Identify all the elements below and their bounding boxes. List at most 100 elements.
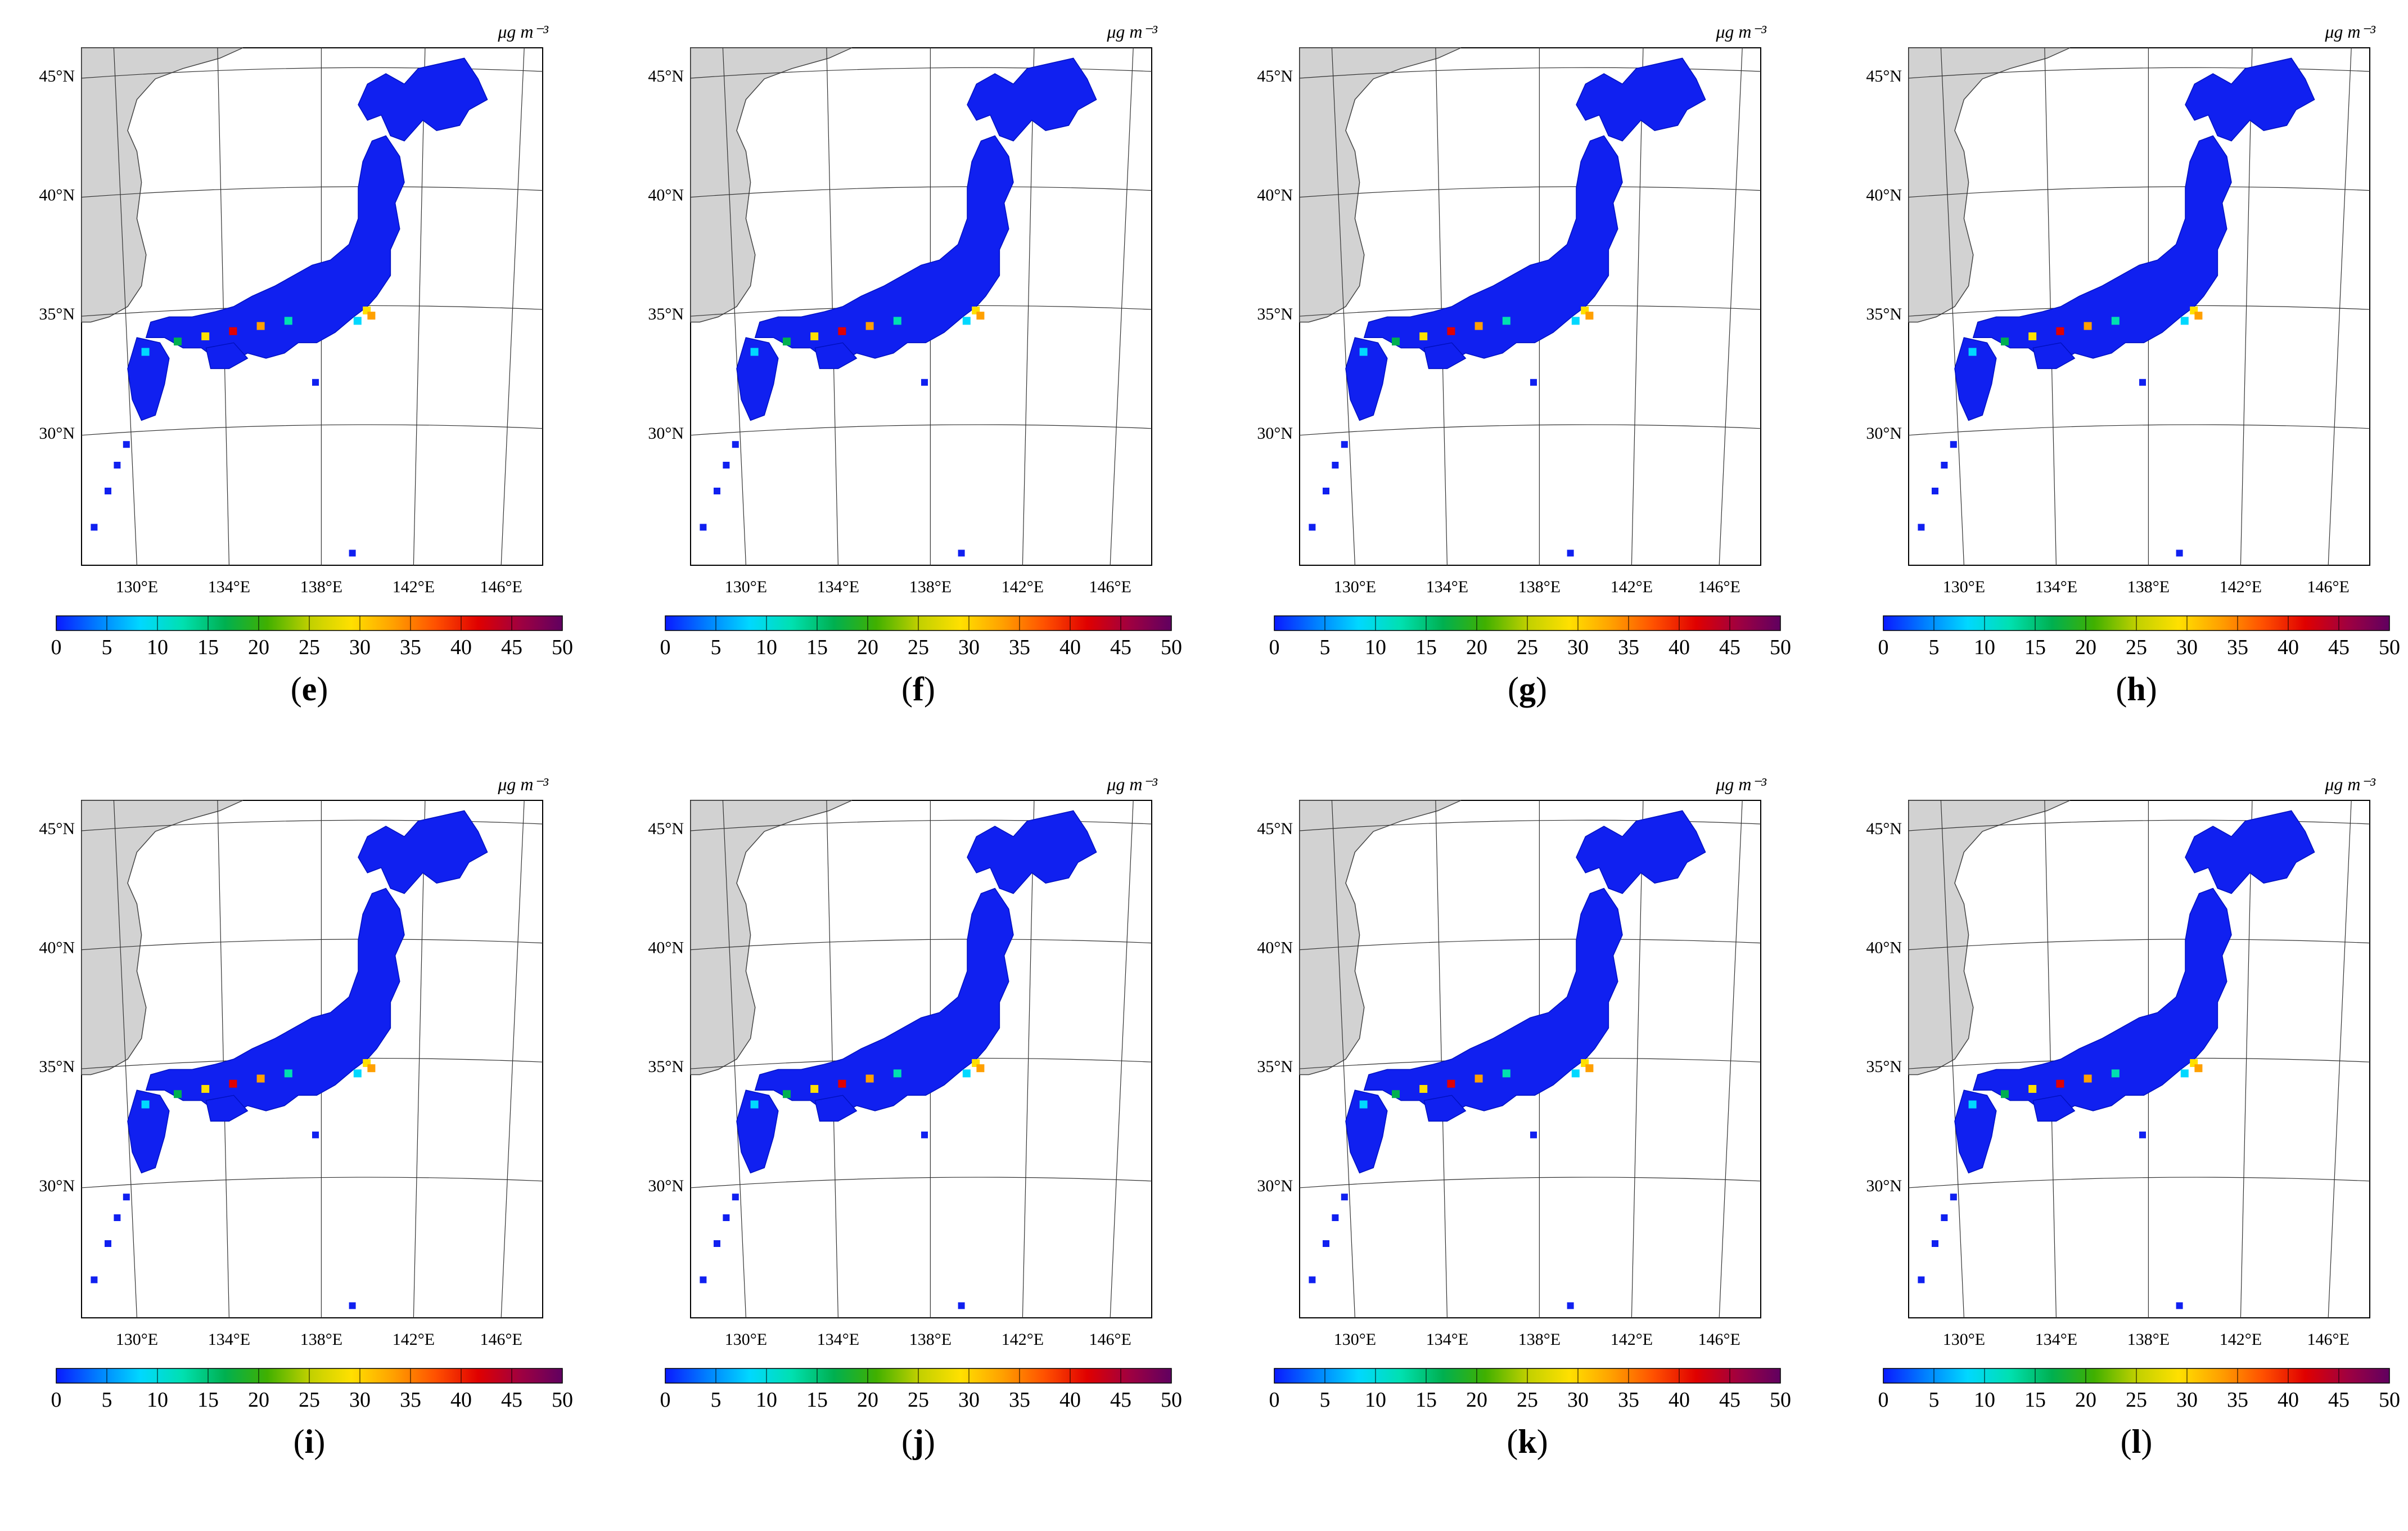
hotspot-cell: [1585, 1064, 1594, 1073]
colorbar-tick-label: 10: [756, 1388, 777, 1412]
longitude-line: [826, 47, 838, 566]
island: [723, 462, 730, 469]
colorbar-tick-label: 15: [197, 1388, 219, 1412]
longitude-line: [1110, 800, 1134, 1318]
island: [1950, 1194, 1957, 1201]
hotspot-cell: [976, 312, 985, 320]
latitude-label: 30°N: [39, 424, 75, 443]
colorbar-tick-label: 0: [660, 1388, 671, 1412]
longitude-line: [1719, 800, 1743, 1318]
hotspot-cell: [810, 332, 819, 340]
colorbar-tick-label: 5: [1929, 636, 1940, 659]
latitude-label: 35°N: [1257, 1057, 1293, 1076]
colorbar-tick-label: 5: [1320, 636, 1331, 659]
island: [2176, 1302, 2183, 1309]
latitude-label: 40°N: [1257, 939, 1293, 957]
island: [123, 1194, 130, 1201]
island: [105, 1240, 111, 1247]
colorbar-tick-label: 0: [1878, 636, 1889, 659]
japan-land: [2032, 1095, 2076, 1122]
longitude-line: [500, 800, 525, 1318]
colorbar-tick-label: 5: [1929, 1388, 1940, 1412]
hotspot-cell: [1571, 1069, 1580, 1078]
island: [2139, 379, 2146, 386]
latitude-line: [1299, 819, 1761, 831]
island: [1918, 1276, 1925, 1284]
hotspot-cell: [893, 1069, 901, 1078]
latitude-line: [1908, 1177, 2370, 1188]
island: [1309, 524, 1316, 531]
longitude-label: 134°E: [1426, 578, 1468, 596]
hotspot-cell: [1392, 337, 1400, 346]
longitude-label: 134°E: [817, 578, 859, 596]
colorbar-tick-label: 40: [1059, 1388, 1081, 1412]
panel-label: (h): [2116, 670, 2157, 708]
colorbar-tick-label: 5: [102, 636, 112, 659]
colorbar-tick-label: 40: [1059, 636, 1081, 659]
colorbar-tick-label: 10: [756, 636, 777, 659]
island: [732, 441, 739, 448]
colorbar-tick-label: 30: [349, 1388, 371, 1412]
colorbar-tick-label: 10: [147, 1388, 168, 1412]
japan-land: [1423, 342, 1467, 370]
japan-land: [2185, 810, 2315, 894]
panel-label: (j): [901, 1423, 935, 1460]
longitude-label: 134°E: [208, 578, 250, 596]
island: [1567, 1302, 1574, 1309]
hotspot-cell: [962, 1069, 971, 1078]
colorbar-tick-label: 40: [450, 636, 472, 659]
latitude-label: 30°N: [648, 424, 684, 443]
latitude-label: 45°N: [1257, 67, 1293, 85]
hotspot-cell: [1571, 317, 1580, 325]
colorbar-tick-label: 30: [958, 636, 980, 659]
colorbar-tick-label: 45: [1719, 1388, 1740, 1412]
colorbar-tick-label: 25: [2126, 1388, 2147, 1412]
japan-land: [145, 888, 405, 1117]
island: [1530, 1131, 1537, 1138]
japan-land: [205, 1095, 249, 1122]
latitude-line: [81, 186, 543, 198]
longitude-label: 142°E: [1002, 1330, 1044, 1349]
colorbar-tick-label: 25: [1517, 636, 1538, 659]
colorbar-tick-label: 50: [2379, 1388, 2400, 1412]
latitude-line: [1299, 186, 1761, 198]
island: [958, 550, 965, 557]
unit-label: μg m⁻³: [1715, 21, 1766, 42]
latitude-label: 40°N: [39, 939, 75, 957]
continent-land: [690, 47, 853, 323]
latitude-line: [81, 1177, 543, 1188]
japan-land: [358, 57, 488, 142]
longitude-label: 130°E: [725, 578, 767, 596]
panel-label: (i): [294, 1423, 326, 1460]
hotspot-cell: [1419, 1085, 1428, 1093]
colorbar-tick-label: 10: [1974, 636, 1995, 659]
japan-land: [1972, 888, 2232, 1117]
hotspot-cell: [2111, 1069, 2120, 1078]
island: [114, 462, 121, 469]
longitude-label: 142°E: [2220, 578, 2262, 596]
hotspot-cell: [367, 312, 376, 320]
longitude-line: [826, 800, 838, 1318]
colorbar-tick-label: 35: [2227, 1388, 2248, 1412]
longitude-line: [2240, 800, 2253, 1318]
island: [723, 1214, 730, 1221]
panel-g: 45°N 40°N 35°N 30°N 130°E 134°E 138°E 142°E 146°…: [1257, 21, 1791, 708]
colorbar-tick-label: 40: [450, 1388, 472, 1412]
hotspot-cell: [1447, 327, 1455, 335]
latitude-label: 30°N: [648, 1177, 684, 1195]
latitude-line: [1299, 424, 1761, 436]
japan-land: [127, 1089, 170, 1174]
colorbar-tick-label: 30: [1567, 636, 1589, 659]
japan-land: [736, 1089, 779, 1174]
longitude-line: [413, 47, 426, 566]
colorbar-tick-label: 35: [1618, 1388, 1639, 1412]
hotspot-cell: [174, 337, 182, 346]
colorbar-tick-label: 25: [299, 636, 320, 659]
colorbar-tick-label: 0: [660, 636, 671, 659]
latitude-label: 45°N: [648, 819, 684, 838]
longitude-line: [2240, 47, 2253, 566]
colorbar-tick-label: 25: [908, 636, 929, 659]
longitude-line: [1331, 800, 1355, 1318]
longitude-label: 146°E: [2307, 578, 2350, 596]
hotspot-cell: [2056, 1079, 2064, 1088]
